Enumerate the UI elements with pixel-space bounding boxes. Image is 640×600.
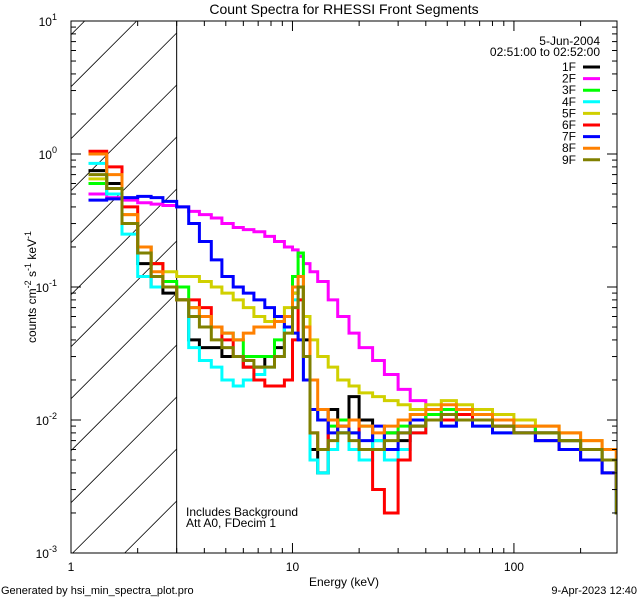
- legend-item-1F: 1F: [562, 60, 600, 74]
- series-2F: [88, 192, 617, 475]
- legend-time-range: 02:51:00 to 02:52:00: [490, 45, 600, 59]
- x-tick-label: 10: [286, 560, 300, 574]
- y-tick-label: 101: [39, 12, 57, 29]
- hatch-line: [70, 396, 177, 503]
- series-5F: [88, 177, 617, 462]
- legend-item-2F: 2F: [562, 72, 600, 86]
- y-tick-label: 10-3: [36, 544, 57, 561]
- legend-item-5F: 5F: [562, 106, 600, 120]
- annotation-background: Includes Background: [186, 505, 298, 519]
- x-tick-label: 100: [504, 560, 524, 574]
- legend-item-9F: 9F: [562, 153, 600, 167]
- hatch-line: [70, 20, 85, 35]
- legend-label: 3F: [562, 83, 576, 97]
- legend-item-7F: 7F: [562, 130, 600, 144]
- x-axis-label: Energy (keV): [309, 575, 379, 589]
- chart-title: Count Spectra for RHESSI Front Segments: [209, 1, 478, 17]
- legend-label: 2F: [562, 72, 576, 86]
- legend-item-4F: 4F: [562, 95, 600, 109]
- series-9F: [88, 173, 617, 515]
- legend-item-3F: 3F: [562, 83, 600, 97]
- hatch-line: [70, 188, 177, 295]
- hatch-line: [70, 240, 177, 347]
- hatch-line: [124, 500, 177, 554]
- legend-item-8F: 8F: [562, 141, 600, 155]
- legend-item-6F: 6F: [562, 118, 600, 132]
- legend-label: 7F: [562, 130, 576, 144]
- legend-label: 8F: [562, 141, 576, 155]
- hatch-line: [72, 448, 177, 554]
- legend-label: 6F: [562, 118, 576, 132]
- series-3F: [88, 182, 617, 475]
- y-tick-label: 100: [39, 145, 57, 162]
- axes: 1 10 100 101 100 10-1 10-2 10-3: [36, 12, 618, 574]
- annotation-attenuator: Att A0, FDecim 1: [186, 516, 276, 530]
- legend-label: 1F: [562, 60, 576, 74]
- footer-timestamp: 9-Apr-2023 12:40: [551, 585, 637, 597]
- legend-date: 5-Jun-2004: [539, 34, 600, 48]
- hatch-line: [70, 32, 177, 139]
- x-tick-label: 1: [68, 560, 75, 574]
- series-7F: [88, 194, 617, 515]
- y-tick-label: 10-2: [36, 411, 57, 428]
- legend-label: 9F: [562, 153, 576, 167]
- hatch-line: [70, 136, 177, 243]
- hatch-line: [70, 344, 177, 451]
- y-tick-label: 10-1: [36, 278, 57, 295]
- legend-label: 4F: [562, 95, 576, 109]
- hatch-line: [70, 292, 177, 399]
- footer-generated-by: Generated by hsi_min_spectra_plot.pro: [1, 585, 194, 597]
- hatch-line: [70, 20, 137, 87]
- hatch-line: [70, 84, 177, 191]
- y-axis-label: counts cm-2 s-1 keV-1: [23, 231, 39, 343]
- legend-label: 5F: [562, 106, 576, 120]
- series-4F: [88, 161, 617, 515]
